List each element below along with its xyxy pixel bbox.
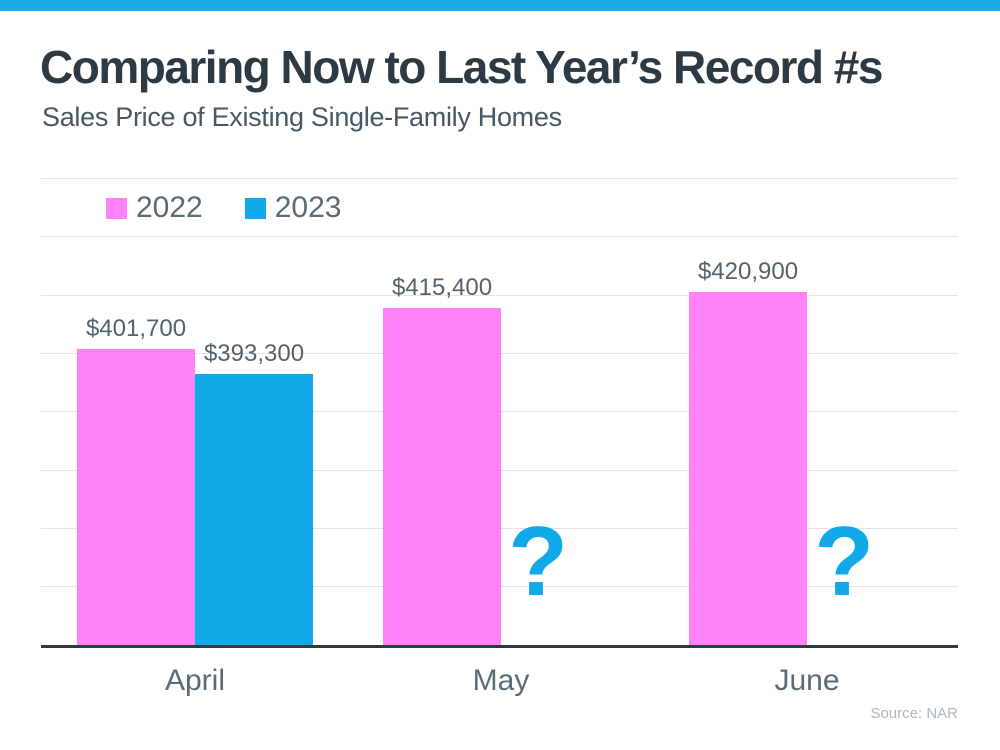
gridline [41,295,958,296]
chart-title: Comparing Now to Last Year’s Record #s [40,41,883,93]
bar-value-label-2022-april: $401,700 [85,315,187,342]
x-axis-line [41,645,958,648]
gridline [41,236,958,237]
legend-item-2023: 2023 [244,191,342,225]
bar-value-label-2022-june: $420,900 [697,258,799,285]
legend-swatch-2022 [106,197,127,219]
question-mark-may: ? [508,506,568,616]
bar-value-label-2023-april: $393,300 [203,340,305,367]
legend-label-2022: 2022 [136,191,203,224]
gridline [41,178,958,179]
chart-legend: 2022 2023 [106,191,342,225]
legend-swatch-2023 [244,197,266,219]
bar-2022-june [689,292,807,645]
x-axis-label-may: May [472,664,530,697]
source-note: Source: NAR [870,705,958,722]
top-accent-bar [0,0,1000,11]
bar-2023-april [195,374,313,645]
legend-label-2023: 2023 [274,191,342,224]
chart-subtitle: Sales Price of Existing Single-Family Ho… [42,102,562,132]
bar-2022-may [383,308,501,645]
x-axis-label-april: April [164,664,225,697]
question-mark-june: ? [814,506,874,616]
legend-item-2022: 2022 [106,191,203,225]
bar-2022-april [77,349,195,645]
bar-value-label-2022-may: $415,400 [391,274,493,301]
x-axis-label-june: June [774,664,840,697]
